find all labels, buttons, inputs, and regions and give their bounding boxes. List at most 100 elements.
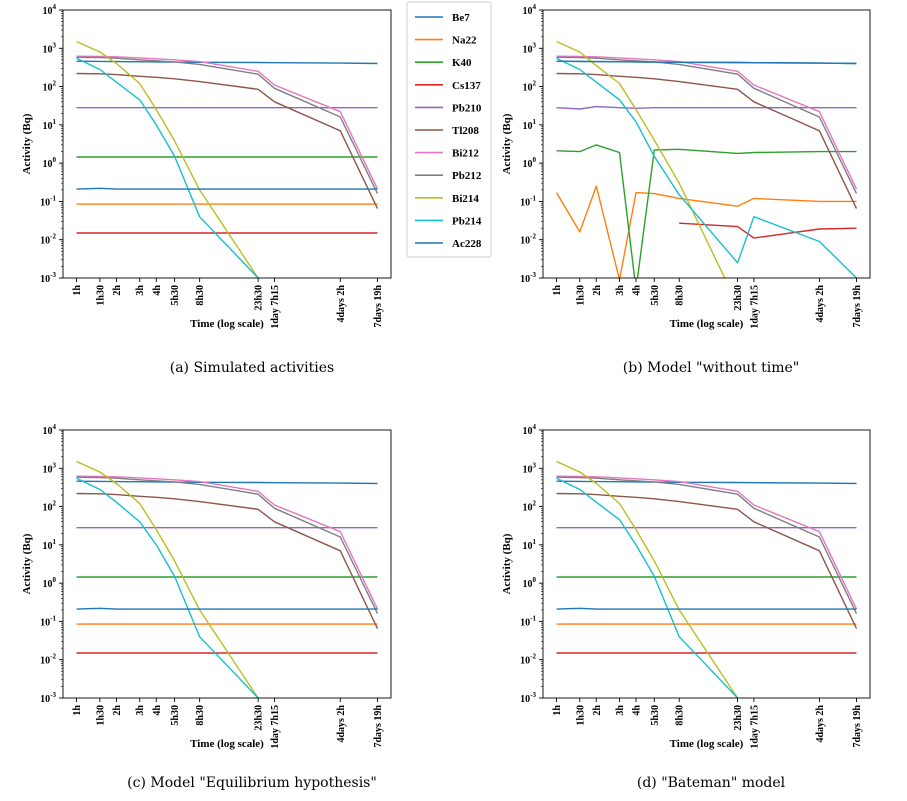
x-tick-label: 23h30 (254, 285, 265, 311)
x-tick-label: 5h30 (650, 285, 661, 306)
x-tick-label: 4days 2h (815, 705, 826, 743)
plot-frame (62, 429, 392, 699)
x-axis-label: Time (log scale) (670, 738, 744, 750)
y-tick-label: 103 (523, 461, 537, 475)
series-line-tl208 (556, 492, 858, 629)
x-axis-label: Time (log scale) (190, 738, 264, 750)
y-tick-label: 10-3 (40, 271, 56, 285)
y-tick-label: 10-2 (40, 653, 56, 667)
chart-panel-2: 10-3 10-2 10-1 100 101 102 103 104 1h 1h30 2h 3h 4h 5… (501, 3, 871, 376)
y-tick-label: 101 (43, 538, 57, 552)
legend-entry-tl208: Tl208 (415, 125, 479, 137)
y-tick-label: 100 (523, 156, 537, 170)
legend-label: Pb214 (452, 215, 482, 227)
legend-entry-cs137: Cs137 (415, 80, 481, 92)
series-line-tl208 (76, 492, 379, 629)
series-line-pb212 (556, 476, 858, 614)
x-tick-label: 3h (615, 705, 626, 716)
series-line-tl208 (556, 72, 858, 209)
panel-caption: (c) Model "Equilibrium hypothesis" (127, 775, 377, 791)
y-tick-label: 102 (523, 500, 537, 514)
x-tick-label: 23h30 (733, 705, 744, 731)
legend-entry-be7: Be7 (415, 12, 470, 24)
legend-entry-pb212: Pb212 (415, 170, 482, 182)
series-line-ac228 (556, 60, 857, 65)
y-tick-label: 102 (523, 80, 537, 94)
x-tick-label: 2h (592, 285, 603, 296)
series-line-bi212 (556, 55, 858, 190)
y-tick-label: 100 (523, 576, 537, 590)
panel-caption: (a) Simulated activities (170, 360, 334, 376)
x-tick-label: 4h (152, 285, 163, 296)
legend-entry-pb214: Pb214 (415, 215, 482, 227)
series-line-be7 (556, 480, 857, 485)
x-tick-label: 2h (112, 705, 123, 716)
chart-panel-4: 10-3 10-2 10-1 100 101 102 103 104 1h 1h30 2h 3h 4h 5… (501, 423, 871, 791)
legend-label: K40 (452, 57, 472, 69)
x-tick-label: 5h30 (650, 705, 661, 726)
series-line-tl208 (76, 72, 379, 209)
x-tick-label: 7days 19h (373, 285, 384, 328)
y-tick-label: 10-1 (520, 194, 536, 208)
x-tick-label: 23h30 (254, 705, 265, 731)
legend-entry-ac228: Ac228 (415, 238, 482, 250)
series-line-pb214 (556, 57, 857, 278)
series-line-be7 (76, 60, 378, 65)
series-line-pb214 (556, 477, 739, 698)
legend-entry-k40: K40 (415, 57, 472, 69)
series-line-pb212 (76, 476, 379, 614)
x-tick-label: 8h30 (675, 285, 686, 306)
x-tick-label: 1day 7h15 (749, 285, 760, 329)
y-tick-label: 104 (523, 423, 537, 437)
y-tick-label: 104 (523, 3, 537, 17)
legend-label: Bi212 (452, 148, 479, 160)
x-tick-label: 8h30 (195, 705, 206, 726)
series-line-bi214 (556, 40, 726, 278)
y-tick-label: 103 (43, 461, 57, 475)
legend-entry-bi214: Bi214 (415, 193, 479, 205)
y-tick-label: 103 (523, 41, 537, 55)
y-tick-label: 10-2 (520, 233, 536, 247)
legend-label: Be7 (452, 12, 470, 24)
x-tick-label: 3h (135, 285, 146, 296)
y-tick-label: 10-1 (40, 614, 56, 628)
plot-frame (542, 9, 871, 279)
panel-caption: (d) "Bateman" model (637, 775, 786, 791)
x-tick-label: 1h30 (575, 285, 586, 306)
x-tick-label: 1h (552, 285, 563, 296)
y-axis-label: Activity (Bq) (21, 113, 33, 174)
x-tick-label: 4days 2h (815, 285, 826, 323)
x-tick-label: 23h30 (733, 285, 744, 311)
y-axis-label: Activity (Bq) (21, 533, 33, 594)
series-line-bi214 (556, 460, 739, 698)
x-tick-label: 5h30 (170, 705, 181, 726)
x-tick-label: 8h30 (195, 285, 206, 306)
series-line-bi214 (76, 40, 259, 278)
y-tick-label: 102 (43, 80, 57, 94)
series-line-pb214 (76, 477, 259, 698)
series-group (76, 460, 379, 698)
series-line-be7 (76, 480, 378, 485)
y-tick-label: 104 (43, 3, 57, 17)
x-tick-label: 7days 19h (852, 705, 863, 748)
legend-label: Bi214 (452, 193, 479, 205)
legend-label: Tl208 (452, 125, 479, 137)
series-line-bi212 (76, 55, 379, 190)
series-line-pb212 (556, 56, 858, 194)
series-line-ac228 (556, 607, 857, 610)
y-tick-label: 10-2 (520, 653, 536, 667)
y-tick-label: 101 (43, 118, 57, 132)
x-tick-label: 3h (135, 705, 146, 716)
legend-label: Pb210 (452, 102, 482, 114)
y-tick-label: 103 (43, 41, 57, 55)
x-tick-label: 1h (72, 285, 83, 296)
x-tick-label: 1day 7h15 (270, 705, 281, 749)
legend-box (406, 1, 492, 258)
series-line-pb212 (76, 56, 379, 194)
y-tick-label: 100 (43, 156, 57, 170)
x-tick-label: 2h (592, 705, 603, 716)
x-tick-label: 3h (615, 285, 626, 296)
x-tick-label: 5h30 (170, 285, 181, 306)
series-line-bi214 (76, 460, 259, 698)
